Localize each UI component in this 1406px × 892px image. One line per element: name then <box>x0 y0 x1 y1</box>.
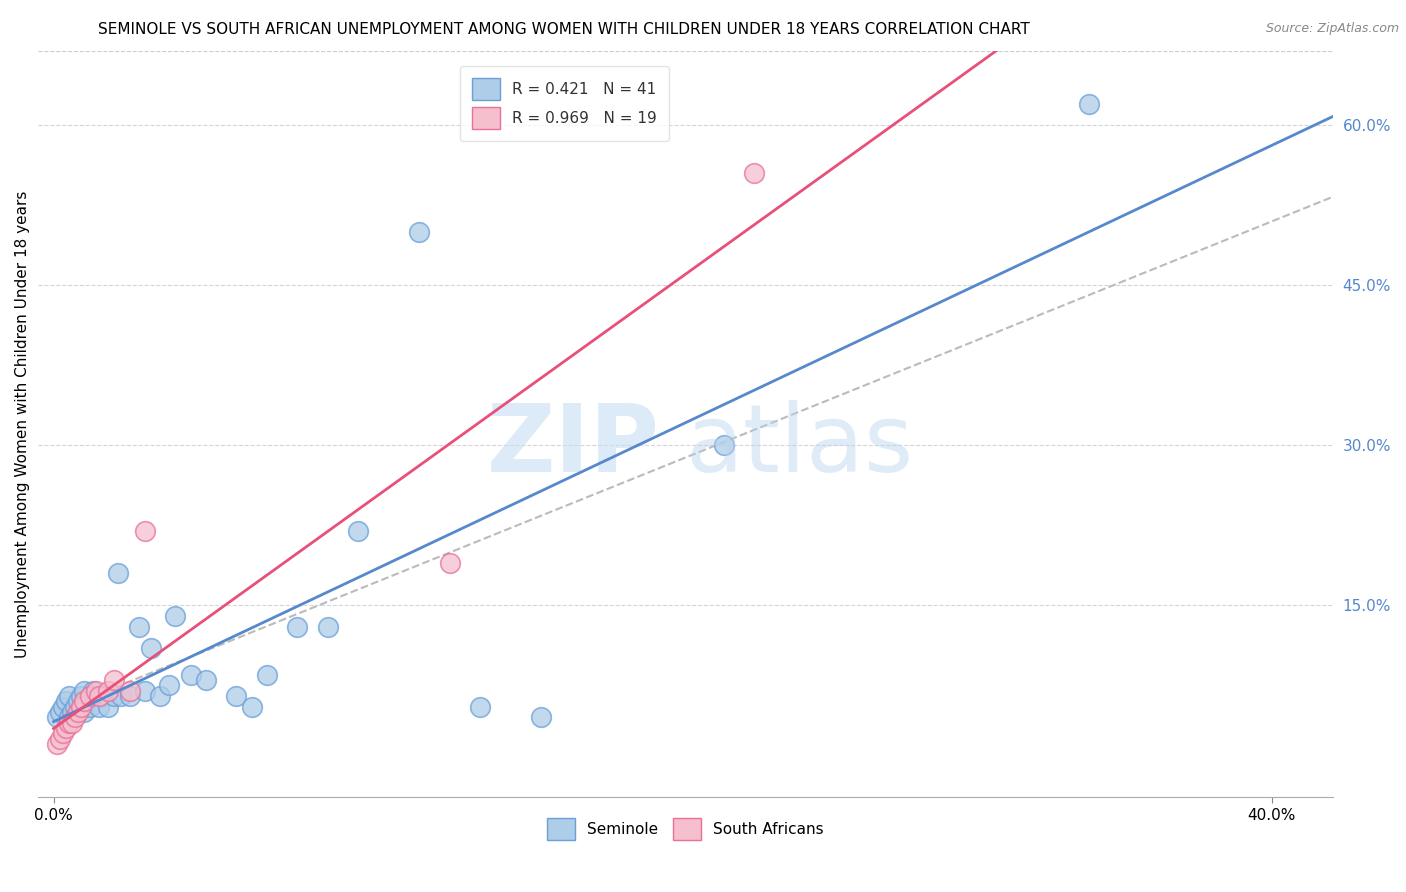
Point <box>180 667 202 681</box>
Point <box>52 699 75 714</box>
Point <box>60 715 83 730</box>
Point <box>63 699 86 714</box>
Y-axis label: Unemployment Among Women with Children Under 18 years: Unemployment Among Women with Children U… <box>15 190 30 657</box>
Legend: Seminole, South Africans: Seminole, South Africans <box>541 812 830 846</box>
Point <box>713 438 735 452</box>
Point <box>103 673 125 687</box>
Point <box>97 699 120 714</box>
Point <box>73 683 96 698</box>
Point <box>149 689 172 703</box>
Point <box>70 689 93 703</box>
Point <box>97 683 120 698</box>
Point <box>52 726 75 740</box>
Point <box>82 683 104 698</box>
Point <box>157 678 180 692</box>
Point <box>128 620 150 634</box>
Point <box>742 166 765 180</box>
Point <box>45 737 67 751</box>
Point <box>347 524 370 538</box>
Point <box>48 731 70 746</box>
Point <box>73 694 96 708</box>
Point <box>70 699 93 714</box>
Point <box>194 673 217 687</box>
Point <box>439 556 461 570</box>
Point <box>225 689 247 703</box>
Point <box>118 683 141 698</box>
Point <box>66 694 89 708</box>
Point <box>134 683 156 698</box>
Point <box>48 705 70 719</box>
Point <box>84 683 107 698</box>
Text: Source: ZipAtlas.com: Source: ZipAtlas.com <box>1265 22 1399 36</box>
Text: SEMINOLE VS SOUTH AFRICAN UNEMPLOYMENT AMONG WOMEN WITH CHILDREN UNDER 18 YEARS : SEMINOLE VS SOUTH AFRICAN UNEMPLOYMENT A… <box>98 22 1031 37</box>
Point <box>73 705 96 719</box>
Point <box>316 620 339 634</box>
Point <box>79 689 101 703</box>
Point <box>55 721 77 735</box>
Text: ZIP: ZIP <box>486 401 659 492</box>
Point <box>63 710 86 724</box>
Point <box>91 689 114 703</box>
Point <box>89 699 111 714</box>
Point <box>134 524 156 538</box>
Point <box>240 699 263 714</box>
Point <box>60 705 83 719</box>
Point <box>530 710 553 724</box>
Point <box>103 689 125 703</box>
Point <box>45 710 67 724</box>
Point <box>468 699 491 714</box>
Point <box>89 689 111 703</box>
Point <box>256 667 278 681</box>
Point <box>58 715 80 730</box>
Point <box>408 225 430 239</box>
Point <box>1078 97 1101 112</box>
Point <box>165 609 187 624</box>
Point <box>139 641 162 656</box>
Point <box>55 694 77 708</box>
Point <box>79 699 101 714</box>
Point <box>66 705 89 719</box>
Point <box>107 566 129 581</box>
Point <box>285 620 308 634</box>
Text: atlas: atlas <box>686 401 914 492</box>
Point <box>110 689 132 703</box>
Point <box>118 689 141 703</box>
Point <box>58 689 80 703</box>
Point <box>76 694 98 708</box>
Point <box>58 710 80 724</box>
